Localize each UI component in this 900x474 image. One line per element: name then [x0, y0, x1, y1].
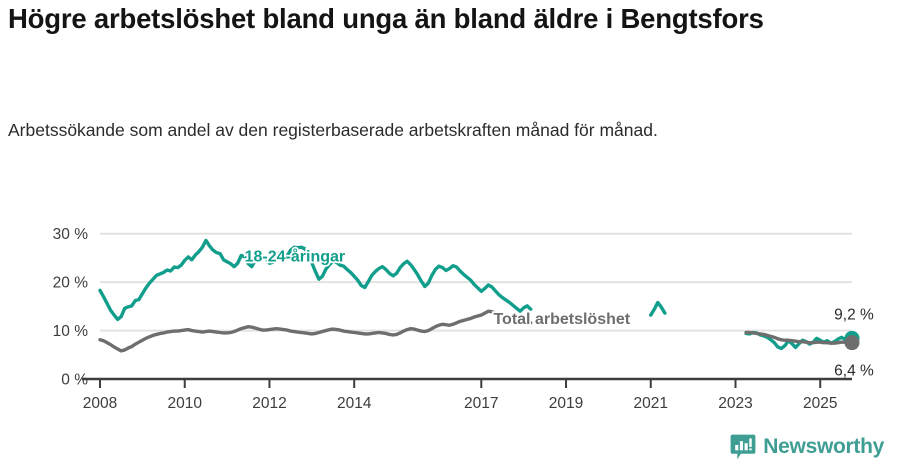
- x-axis-tick-label: 2019: [549, 395, 583, 412]
- x-axis-tick-label: 2008: [83, 395, 117, 412]
- chart-container: 0 % 10 % 20 % 30 % 2008 2010 2012 2014 2017 2019 2…: [0, 196, 900, 416]
- page-subtitle: Arbetssökande som andel av den registerb…: [8, 120, 658, 140]
- y-axis-tick-label: 20 %: [53, 275, 89, 292]
- series-inline-label: Total arbetslöshet: [493, 311, 630, 328]
- line-chart: 0 % 10 % 20 % 30 % 2008 2010 2012 2014 2017 2019 2…: [53, 226, 874, 412]
- x-axis-tick-label: 2010: [167, 395, 202, 412]
- chart-footer: Newsworthy: [0, 428, 900, 474]
- y-axis-tick-label: 30 %: [53, 226, 89, 243]
- x-axis-tick-label: 2014: [337, 395, 372, 412]
- series-line: [98, 309, 854, 353]
- newsworthy-logo[interactable]: Newsworthy: [730, 434, 884, 460]
- newsworthy-logo-text: Newsworthy: [763, 435, 884, 458]
- x-axis-tick-label: 2012: [252, 395, 286, 412]
- page-title: Högre arbetslöshet bland unga än bland ä…: [8, 3, 764, 34]
- y-axis-tick-label: 10 %: [53, 323, 89, 340]
- series-end-value-label: 6,4 %: [834, 363, 874, 380]
- y-axis-tick-label: 0 %: [61, 372, 88, 389]
- x-axis-tick-label: 2021: [634, 395, 668, 412]
- x-axis-tick-label: 2017: [464, 395, 498, 412]
- series-end-dot: [844, 335, 860, 351]
- series-end-value-label: 9,2 %: [834, 306, 874, 323]
- series-inline-label: 18-24-åringar: [245, 247, 346, 265]
- bar-chart-bubble-icon: [730, 434, 756, 460]
- x-axis-tick-label: 2025: [803, 395, 837, 412]
- x-axis-tick-label: 2023: [718, 395, 752, 412]
